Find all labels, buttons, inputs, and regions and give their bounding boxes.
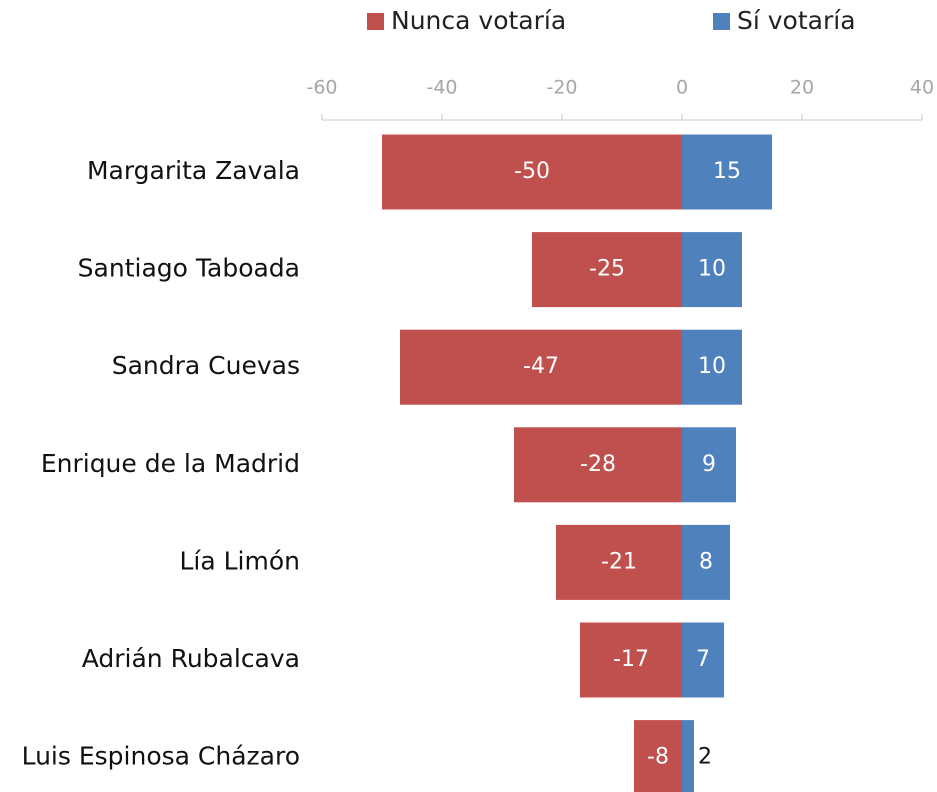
bar (682, 524, 730, 600)
value-label: 10 (698, 257, 726, 282)
value-label: -21 (601, 549, 637, 574)
bar (682, 134, 772, 210)
value-label: 10 (698, 354, 726, 379)
bar (682, 232, 742, 308)
bar (514, 427, 682, 503)
category-label: Luis Espinosa Cházaro (22, 742, 300, 771)
bar (400, 329, 682, 405)
category-label: Santiago Taboada (78, 254, 300, 283)
value-label: 9 (702, 452, 716, 477)
category-label: Lía Limón (179, 546, 300, 575)
bar (682, 720, 694, 792)
bar (682, 622, 724, 698)
bar (382, 134, 682, 210)
x-tick-label: 0 (676, 77, 688, 99)
bar (634, 720, 682, 792)
value-label: 8 (699, 549, 713, 574)
x-tick-label: -60 (306, 77, 337, 99)
value-label: -47 (523, 354, 559, 379)
legend-swatch (713, 13, 730, 30)
value-label: -28 (580, 452, 616, 477)
x-tick-label: 40 (910, 77, 934, 99)
bar (556, 524, 682, 600)
x-tick-label: -20 (546, 77, 577, 99)
legend-label: Nunca votaría (391, 6, 566, 35)
category-label: Enrique de la Madrid (41, 449, 300, 478)
legend-swatch (367, 13, 384, 30)
value-label: -25 (589, 257, 625, 282)
bar (580, 622, 682, 698)
bar (682, 329, 742, 405)
value-label: 15 (713, 159, 741, 184)
category-label: Margarita Zavala (87, 156, 300, 185)
value-label: 2 (698, 745, 712, 770)
category-label: Sandra Cuevas (112, 351, 300, 380)
x-tick-label: -40 (426, 77, 457, 99)
value-label: -8 (647, 745, 669, 770)
category-label: Adrián Rubalcava (82, 644, 300, 673)
bar (532, 232, 682, 308)
legend-label: Sí votaría (737, 6, 856, 35)
bar (682, 427, 736, 503)
value-label: -50 (514, 159, 550, 184)
value-label: -17 (613, 647, 649, 672)
x-tick-label: 20 (790, 77, 814, 99)
value-label: 7 (696, 647, 710, 672)
